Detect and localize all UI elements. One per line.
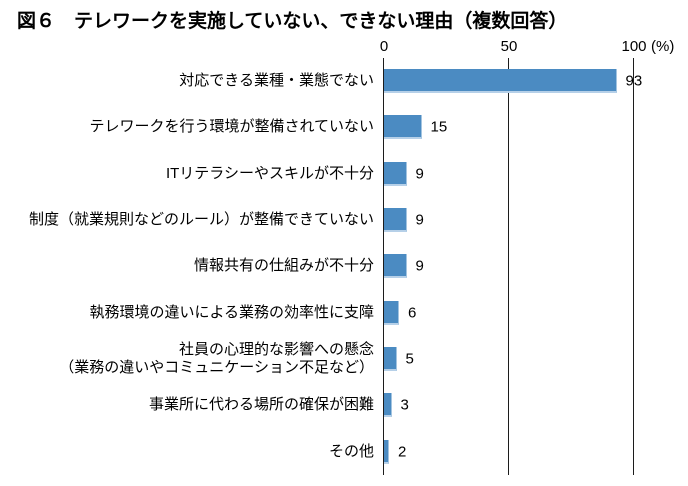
chart-row: ITリテラシーやスキルが不十分 9 (0, 151, 688, 197)
value-label: 6 (408, 304, 417, 322)
bar (384, 254, 407, 279)
gridline-0 (383, 58, 384, 475)
bar-rows: 対応できる業種・業態でない 93 テレワークを行う環境が整備されていない 15 ITリテ… (0, 58, 688, 475)
category-label: 対応できる業種・業態でない (179, 72, 374, 90)
x-tick-label: 50 (500, 38, 518, 55)
category-label: ITリテラシーやスキルが不十分 (165, 164, 374, 182)
chart-row: 事業所に代わる場所の確保が困難 3 (0, 382, 688, 428)
chart-row: 執務環境の違いによる業務の効率性に支障 6 (0, 290, 688, 336)
category-label: 執務環境の違いによる業務の効率性に支障 (89, 303, 374, 321)
value-label: 5 (405, 350, 414, 368)
chart-row: 社員の心理的な影響への懸念 （業務の違いやコミュニケーション不足など） 5 (0, 336, 688, 382)
bar (384, 161, 407, 186)
value-label: 9 (415, 165, 424, 183)
chart-row: 対応できる業種・業態でない 93 (0, 58, 688, 104)
value-label: 3 (400, 396, 409, 414)
bar (384, 208, 407, 233)
x-axis-unit-label: (%) (651, 38, 675, 55)
chart-title: 図６ テレワークを実施していない、できない理由（複数回答） (17, 11, 568, 32)
value-label: 9 (415, 211, 424, 229)
category-label: その他 (328, 442, 374, 460)
bar (384, 300, 399, 325)
x-tick-label: 100 (621, 38, 647, 55)
value-label: 2 (398, 443, 407, 461)
category-label: 制度（就業規則などのルール）が整備できていない (28, 211, 374, 229)
value-label: 9 (415, 257, 424, 275)
chart-row: その他 2 (0, 429, 688, 475)
chart-row: テレワークを行う環境が整備されていない 15 (0, 104, 688, 150)
chart-row: 制度（就業規則などのルール）が整備できていない 9 (0, 197, 688, 243)
value-label: 93 (625, 72, 643, 90)
category-label: テレワークを行う環境が整備されていない (89, 118, 374, 136)
x-tick-label: 0 (379, 38, 389, 55)
bar (384, 69, 617, 94)
gridline-100 (633, 58, 634, 475)
category-label: 社員の心理的な影響への懸念 （業務の違いやコミュニケーション不足など） (59, 341, 374, 377)
gridline-50 (508, 58, 509, 475)
category-label: 情報共有の仕組みが不十分 (193, 257, 374, 275)
bar (384, 347, 397, 372)
bar (384, 439, 389, 464)
bar (384, 115, 422, 140)
bar (384, 393, 392, 418)
value-label: 15 (430, 118, 448, 136)
category-label: 事業所に代わる場所の確保が困難 (148, 396, 374, 414)
chart-row: 情報共有の仕組みが不十分 9 (0, 243, 688, 289)
